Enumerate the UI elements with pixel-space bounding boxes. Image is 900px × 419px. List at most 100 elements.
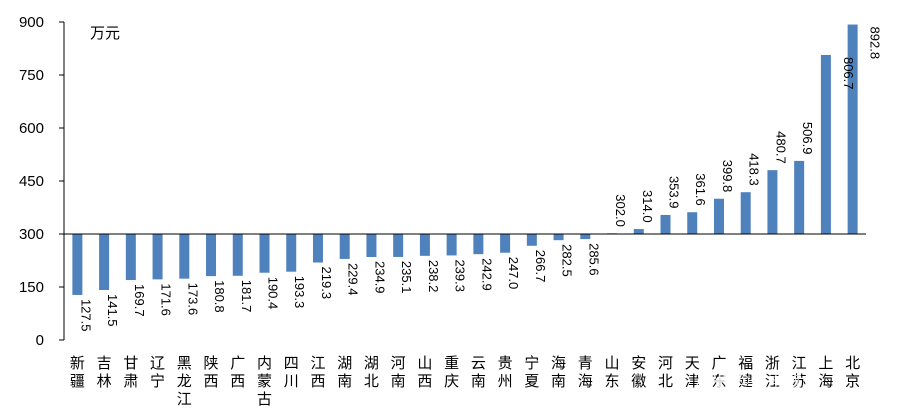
category-label: 东 xyxy=(605,372,620,390)
category-labels-group: 新疆吉林甘肃辽宁黑龙江陕西广西内蒙古四川江西湖南湖北河南山西重庆云南贵州宁夏海南… xyxy=(70,354,860,408)
category-label: 南 xyxy=(471,372,486,390)
data-label: 239.3 xyxy=(453,259,468,292)
category-label: 河 xyxy=(658,354,673,372)
unit-label: 万元 xyxy=(90,24,120,42)
bar xyxy=(312,234,323,263)
category-label: 蒙 xyxy=(257,372,272,390)
category-label: 苏 xyxy=(792,372,807,390)
bar xyxy=(206,234,217,277)
data-label: 247.0 xyxy=(506,257,521,290)
category-label: 北 xyxy=(364,372,379,390)
data-label: 418.3 xyxy=(747,153,762,186)
category-label: 古 xyxy=(257,390,272,408)
category-label: 安 xyxy=(631,354,646,372)
category-label: 海 xyxy=(551,354,566,372)
category-label: 京 xyxy=(845,372,860,390)
data-label: 353.9 xyxy=(667,176,682,209)
bar xyxy=(687,212,698,234)
category-label: 西 xyxy=(417,372,432,390)
category-label: 庆 xyxy=(444,372,459,390)
category-label: 河 xyxy=(391,354,406,372)
bar xyxy=(286,234,297,272)
bar xyxy=(580,234,591,240)
category-label: 南 xyxy=(391,372,406,390)
data-label: 480.7 xyxy=(773,131,788,164)
data-label: 361.6 xyxy=(693,173,708,206)
category-label: 陕 xyxy=(204,354,219,372)
category-label: 山 xyxy=(417,354,432,372)
bar xyxy=(713,198,724,234)
bar xyxy=(393,234,404,257)
category-label: 南 xyxy=(551,372,566,390)
watermark-text: 知乎 @江南散人 xyxy=(694,371,818,391)
bar xyxy=(259,234,270,273)
bar xyxy=(473,234,484,255)
bar xyxy=(553,234,564,241)
category-label: 海 xyxy=(818,372,833,390)
bar xyxy=(72,234,83,295)
data-label: 171.6 xyxy=(159,283,174,316)
bar xyxy=(446,234,457,256)
category-label: 云 xyxy=(471,354,486,372)
category-label: 福 xyxy=(738,354,753,372)
category-label: 天 xyxy=(685,354,700,372)
category-label: 海 xyxy=(578,372,593,390)
data-label: 169.7 xyxy=(132,284,147,317)
y-tick-label: 150 xyxy=(19,279,44,296)
bar xyxy=(366,234,377,258)
y-axis: 0 150 300 450 600 750 900 xyxy=(19,14,65,349)
category-label: 东 xyxy=(711,372,726,390)
category-label: 湖 xyxy=(337,354,352,372)
bar xyxy=(179,234,190,279)
category-label: 广 xyxy=(230,354,245,372)
category-label: 浙 xyxy=(765,354,780,372)
category-label: 江 xyxy=(792,354,807,372)
data-label: 127.5 xyxy=(78,299,93,332)
category-label: 宁 xyxy=(524,354,539,372)
y-tick-label: 900 xyxy=(19,14,44,31)
bar xyxy=(740,192,751,234)
category-label: 徽 xyxy=(631,372,646,390)
data-label: 266.7 xyxy=(533,250,548,283)
category-label: 内 xyxy=(257,354,272,372)
category-label: 广 xyxy=(711,354,726,372)
bar xyxy=(232,234,243,276)
data-label: 285.6 xyxy=(586,243,601,276)
category-label: 西 xyxy=(230,372,245,390)
y-tick-label: 450 xyxy=(19,173,44,190)
category-label: 龙 xyxy=(177,372,192,390)
category-label: 贵 xyxy=(498,354,513,372)
bar xyxy=(633,229,644,234)
data-label: 282.5 xyxy=(560,244,575,277)
data-label: 173.6 xyxy=(185,283,200,316)
category-label: 黑 xyxy=(177,354,192,372)
data-label: 229.4 xyxy=(346,263,361,296)
category-label: 辽 xyxy=(150,354,165,372)
category-label: 西 xyxy=(204,372,219,390)
category-label: 宁 xyxy=(150,372,165,390)
category-label: 西 xyxy=(310,372,325,390)
category-label: 江 xyxy=(177,390,192,408)
bar xyxy=(500,234,511,253)
bar xyxy=(847,24,858,234)
y-tick-label: 0 xyxy=(36,332,44,349)
category-label: 川 xyxy=(284,372,299,390)
category-label: 建 xyxy=(738,372,753,390)
data-label: 238.2 xyxy=(426,260,441,293)
category-label: 甘 xyxy=(123,354,138,372)
data-label: 234.9 xyxy=(372,261,387,294)
bar xyxy=(794,160,805,234)
data-label: 242.9 xyxy=(479,258,494,291)
data-label: 190.4 xyxy=(266,277,281,310)
category-label: 肃 xyxy=(123,372,138,390)
data-label: 193.3 xyxy=(292,276,307,309)
bar xyxy=(767,170,778,234)
bars-group xyxy=(64,24,866,295)
data-label: 302.0 xyxy=(613,194,628,227)
data-label: 506.9 xyxy=(800,122,815,155)
category-label: 北 xyxy=(845,354,860,372)
bar xyxy=(660,214,671,234)
bar xyxy=(152,234,163,280)
